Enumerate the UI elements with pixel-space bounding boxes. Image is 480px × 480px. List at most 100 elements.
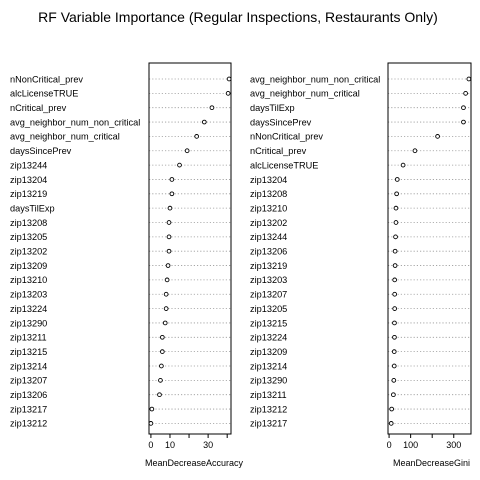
variable-label: zip13211: [250, 390, 287, 400]
x-tick-label: 0: [148, 440, 153, 450]
importance-point: [177, 162, 182, 168]
importance-point: [159, 363, 164, 369]
importance-point: [392, 291, 398, 297]
variable-label: zip13212: [250, 404, 287, 414]
variable-label: zip13210: [250, 203, 287, 213]
variable-label: zip13214: [10, 361, 47, 371]
variable-label: daysSincePrev: [10, 146, 72, 156]
variable-label: zip13211: [10, 333, 47, 343]
variable-label: nCritical_prev: [10, 103, 67, 113]
variable-label: daysSincePrev: [250, 117, 312, 127]
importance-point: [392, 306, 398, 311]
importance-point: [393, 205, 399, 211]
importance-point: [391, 392, 396, 398]
variable-label: zip13244: [10, 160, 47, 170]
x-tick-label: 10: [165, 440, 175, 450]
x-tick-label: 0: [387, 440, 392, 450]
variable-label: zip13219: [250, 261, 287, 271]
variable-label: zip13224: [10, 304, 47, 314]
importance-point: [163, 291, 169, 297]
variable-label: alcLicenseTRUE: [10, 89, 78, 99]
variable-label: zip13219: [10, 189, 47, 199]
importance-point: [392, 248, 398, 254]
importance-point: [466, 76, 472, 82]
importance-point: [159, 334, 165, 340]
variable-label: nNonCritical_prev: [250, 132, 323, 142]
variable-label: zip13290: [250, 376, 287, 386]
variable-label: zip13204: [250, 175, 287, 185]
importance-point: [225, 90, 231, 96]
variable-label: zip13215: [250, 318, 287, 328]
importance-point: [194, 134, 200, 139]
variable-label: zip13214: [250, 361, 287, 371]
variable-label: zip13202: [10, 247, 47, 257]
variable-label: nCritical_prev: [250, 146, 307, 156]
variable-label: avg_neighbor_num_critical: [250, 89, 360, 99]
variable-label: zip13290: [10, 318, 47, 328]
variable-label: zip13212: [10, 419, 47, 429]
importance-point: [149, 406, 155, 412]
variable-label: avg_neighbor_num_critical: [10, 132, 120, 142]
importance-point: [394, 191, 399, 197]
variable-label: zip13206: [10, 390, 47, 400]
importance-point: [400, 162, 406, 168]
importance-point: [392, 277, 398, 283]
variable-label: zip13205: [10, 232, 47, 242]
importance-point: [392, 334, 397, 340]
importance-point: [412, 148, 418, 154]
variable-label: zip13207: [10, 376, 47, 386]
importance-point: [162, 320, 168, 326]
importance-point: [392, 263, 398, 268]
x-tick-label: 300: [446, 440, 461, 450]
variable-label: zip13208: [10, 218, 47, 228]
importance-point: [169, 191, 175, 197]
importance-point: [391, 349, 397, 354]
importance-point: [391, 378, 397, 383]
importance-point: [463, 90, 468, 96]
variable-label: zip13209: [10, 261, 47, 271]
importance-point: [167, 205, 173, 211]
variable-label: avg_neighbor_num_non_critical: [250, 74, 380, 84]
variable-label: zip13244: [250, 232, 287, 242]
importance-point: [435, 134, 440, 139]
importance-point: [165, 263, 171, 268]
variable-label: zip13210: [10, 275, 47, 285]
variable-label: avg_neighbor_num_non_critical: [10, 117, 140, 127]
importance-point: [388, 421, 394, 426]
importance-point: [184, 148, 190, 154]
variable-label: zip13202: [250, 218, 287, 228]
variable-label: zip13215: [10, 347, 47, 357]
importance-point: [394, 177, 400, 182]
importance-point: [391, 363, 397, 369]
importance-point: [164, 277, 170, 283]
importance-point: [148, 421, 154, 426]
chart-title: RF Variable Importance (Regular Inspecti…: [38, 9, 438, 25]
variable-label: alcLicenseTRUE: [250, 160, 318, 170]
importance-point: [389, 406, 395, 412]
importance-point: [166, 234, 172, 240]
importance-point: [159, 349, 165, 354]
importance-point: [393, 220, 399, 225]
variable-label: zip13205: [250, 304, 287, 314]
variable-label: zip13204: [10, 175, 47, 185]
importance-point: [226, 76, 232, 82]
importance-point: [169, 177, 175, 182]
x-axis-title: MeanDecreaseGini: [393, 458, 470, 468]
importance-point: [461, 119, 466, 125]
accuracy-panel: nNonCritical_prev alcLicenseTRUE nCritical…: [10, 62, 244, 468]
variable-label: zip13217: [10, 404, 47, 414]
variable-label: zip13208: [250, 189, 287, 199]
importance-point: [393, 234, 398, 240]
variable-label: nNonCritical_prev: [10, 74, 83, 84]
importance-point: [158, 378, 163, 383]
variable-label: zip13206: [250, 247, 287, 257]
variable-label: zip13207: [250, 290, 287, 300]
variable-label: zip13203: [10, 290, 47, 300]
importance-point: [163, 306, 169, 311]
variable-label: daysTilExp: [250, 103, 295, 113]
importance-point: [157, 392, 162, 398]
plot-frame: [148, 62, 232, 435]
importance-point: [461, 105, 466, 111]
variable-label: zip13203: [250, 275, 287, 285]
